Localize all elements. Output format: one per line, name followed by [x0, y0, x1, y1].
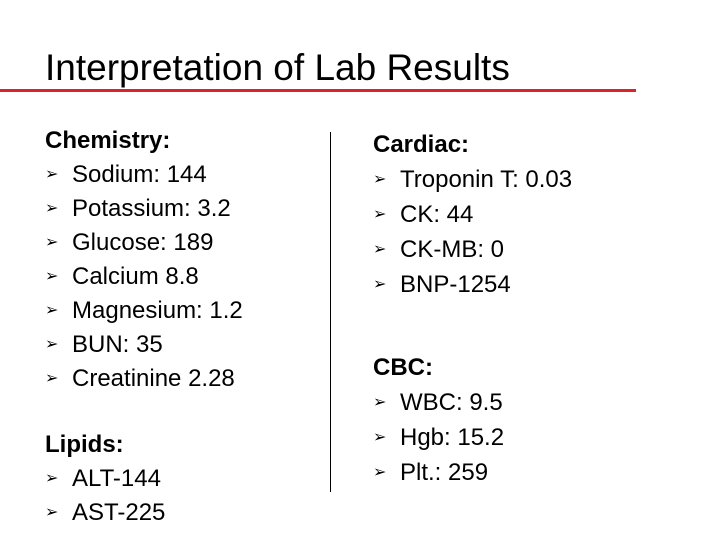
- arrow-bullet-icon: ➢: [45, 234, 59, 251]
- list-item: ➢ CK-MB: 0: [373, 232, 572, 267]
- list-item: ➢ WBC: 9.5: [373, 385, 504, 420]
- arrow-bullet-icon: ➢: [373, 171, 387, 188]
- item-text: Hgb: 15.2: [400, 424, 505, 451]
- list-item: ➢ Sodium: 144: [45, 158, 243, 192]
- cardiac-heading: Cardiac:: [373, 131, 470, 158]
- arrow-bullet-icon: ➢: [373, 206, 387, 223]
- list-item: ➢ CK: 44: [373, 197, 572, 232]
- item-text: AST-225: [72, 499, 166, 526]
- list-item: ➢ Troponin T: 0.03: [373, 162, 572, 197]
- chemistry-section: Chemistry: ➢ Sodium: 144 ➢ Potassium: 3.2 …: [45, 124, 243, 396]
- list-item: ➢ BNP-1254: [373, 267, 572, 302]
- list-item: ➢ Creatinine 2.28: [45, 362, 243, 396]
- slide-title: Interpretation of Lab Results: [45, 47, 510, 88]
- arrow-bullet-icon: ➢: [373, 241, 387, 258]
- cardiac-list: ➢ Troponin T: 0.03 ➢ CK: 44 ➢ CK-MB: 0 ➢ BNP…: [373, 162, 572, 302]
- item-text: Calcium 8.8: [72, 263, 199, 290]
- item-text: Troponin T: 0.03: [400, 166, 573, 193]
- arrow-bullet-icon: ➢: [45, 504, 59, 521]
- lipids-section: Lipids: ➢ ALT-144 ➢ AST-225: [45, 428, 165, 530]
- arrow-bullet-icon: ➢: [45, 302, 59, 319]
- list-item: ➢ AST-225: [45, 496, 165, 530]
- arrow-bullet-icon: ➢: [373, 464, 387, 481]
- list-item: ➢ Potassium: 3.2: [45, 192, 243, 226]
- item-text: Glucose: 189: [72, 229, 214, 256]
- list-item: ➢ ALT-144: [45, 462, 165, 496]
- item-text: BUN: 35: [72, 331, 163, 358]
- arrow-bullet-icon: ➢: [45, 200, 59, 217]
- cardiac-section: Cardiac: ➢ Troponin T: 0.03 ➢ CK: 44 ➢ CK-M…: [373, 128, 572, 302]
- chemistry-list: ➢ Sodium: 144 ➢ Potassium: 3.2 ➢ Glucose: 1…: [45, 158, 243, 396]
- arrow-bullet-icon: ➢: [45, 470, 59, 487]
- item-text: Magnesium: 1.2: [72, 297, 243, 324]
- arrow-bullet-icon: ➢: [373, 429, 387, 446]
- item-text: ALT-144: [72, 465, 161, 492]
- lipids-list: ➢ ALT-144 ➢ AST-225: [45, 462, 165, 530]
- item-text: Creatinine 2.28: [72, 365, 235, 392]
- arrow-bullet-icon: ➢: [373, 276, 387, 293]
- cbc-heading: CBC:: [373, 354, 433, 381]
- item-text: CK: 44: [400, 201, 474, 228]
- arrow-bullet-icon: ➢: [373, 394, 387, 411]
- item-text: Sodium: 144: [72, 161, 207, 188]
- lipids-heading: Lipids:: [45, 431, 124, 458]
- cbc-list: ➢ WBC: 9.5 ➢ Hgb: 15.2 ➢ Plt.: 259: [373, 385, 504, 490]
- list-item: ➢ BUN: 35: [45, 328, 243, 362]
- chemistry-heading: Chemistry:: [45, 127, 171, 154]
- column-divider: [330, 132, 331, 492]
- item-text: BNP-1254: [400, 271, 511, 298]
- list-item: ➢ Hgb: 15.2: [373, 420, 504, 455]
- list-item: ➢ Magnesium: 1.2: [45, 294, 243, 328]
- list-item: ➢ Plt.: 259: [373, 455, 504, 490]
- item-text: Plt.: 259: [400, 459, 489, 486]
- item-text: Potassium: 3.2: [72, 195, 231, 222]
- title-underline: [0, 89, 636, 92]
- arrow-bullet-icon: ➢: [45, 268, 59, 285]
- list-item: ➢ Calcium 8.8: [45, 260, 243, 294]
- cbc-section: CBC: ➢ WBC: 9.5 ➢ Hgb: 15.2 ➢ Plt.: 259: [373, 351, 504, 490]
- item-text: CK-MB: 0: [400, 236, 505, 263]
- item-text: WBC: 9.5: [400, 389, 503, 416]
- list-item: ➢ Glucose: 189: [45, 226, 243, 260]
- arrow-bullet-icon: ➢: [45, 336, 59, 353]
- arrow-bullet-icon: ➢: [45, 166, 59, 183]
- arrow-bullet-icon: ➢: [45, 370, 59, 387]
